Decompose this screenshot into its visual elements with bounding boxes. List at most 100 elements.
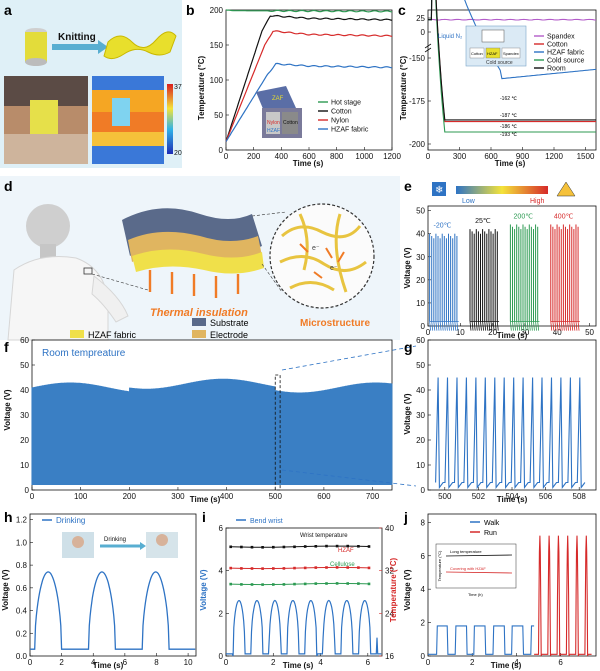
voltage-dip <box>560 321 563 331</box>
x-tick-label: 400 <box>275 152 289 161</box>
annotation-162: -162 ℃ <box>500 96 517 102</box>
voltage-dip <box>490 321 493 331</box>
y-tick-label: 0 <box>219 146 224 155</box>
yarn-spool-image <box>25 28 47 66</box>
voltage-trace <box>30 571 196 650</box>
voltage-dip <box>575 321 578 331</box>
voltage-dip <box>533 321 535 331</box>
voltage-dip <box>492 321 495 331</box>
voltage-dip <box>443 321 446 331</box>
y-tick-label: 40 <box>416 386 425 395</box>
temperature-marker <box>282 545 286 549</box>
inset-hzaf: HZAF <box>267 128 280 134</box>
y-tick-label: 50 <box>20 361 29 370</box>
label-hzaf: HZAF <box>338 548 354 554</box>
x-tick-label: 600 <box>302 152 316 161</box>
x-tick-label: 4 <box>91 658 96 667</box>
x-tick-label: 200 <box>247 152 261 161</box>
legend-hzaf-swatch <box>70 330 84 338</box>
voltage-dip <box>577 321 580 331</box>
temperature-marker <box>229 582 232 586</box>
legend-entry: Cotton <box>331 109 352 116</box>
panel-j-xlabel: Time (s) <box>491 661 522 670</box>
panel-a: a Knitting <box>0 0 182 168</box>
knitting-label: Knitting <box>58 32 96 43</box>
inset-cell-hzaf: HZAF <box>487 51 498 56</box>
x-tick-label: 4 <box>318 658 323 667</box>
voltage-dip <box>494 321 497 331</box>
x-tick-label: 300 <box>171 492 185 501</box>
y-tick-label: 0 <box>219 652 224 661</box>
temperature-marker <box>272 567 275 570</box>
series-line-hzaf-fabric <box>225 62 393 142</box>
panel-j-ylabel: Voltage (V) <box>403 569 412 611</box>
temperature-marker <box>282 583 286 586</box>
panel-b-inset: ZAF Nylon Cotton HZAF <box>256 86 302 138</box>
x-tick-label: 10 <box>456 328 465 337</box>
y-tick-label: 0.8 <box>16 561 28 570</box>
annotation-186: -186 ℃ <box>500 124 517 130</box>
temperature-marker <box>240 583 243 586</box>
voltage-dip <box>484 321 487 331</box>
fabric-layer-illustration <box>122 208 264 298</box>
y-tick-label: 6 <box>421 552 426 561</box>
y-tick-label: 2 <box>219 609 224 618</box>
x-tick-label: 1500 <box>577 152 595 161</box>
temperature-marker <box>367 545 371 548</box>
x-tick-label: 0 <box>426 658 431 667</box>
panel-h-xlabel: Time (s) <box>93 661 124 670</box>
x-tick-label: 6 <box>558 658 563 667</box>
x-tick-label: 50 <box>585 328 594 337</box>
voltage-dip <box>514 321 516 331</box>
y-tick-label: 40 <box>416 230 425 239</box>
panel-c-ylabel: Temperature (°C) <box>399 55 408 120</box>
voltage-dip <box>473 321 476 331</box>
voltage-dip <box>537 321 540 331</box>
panel-h-ylabel: Voltage (V) <box>1 569 10 611</box>
y-tick-label: -150 <box>409 54 426 63</box>
run-trace <box>534 535 592 657</box>
panel-i-ylabel-right: Temperature (°C) <box>389 557 398 622</box>
temperature-marker <box>293 582 296 586</box>
voltage-dip <box>454 321 457 331</box>
voltage-dip <box>456 321 459 331</box>
panel-j-label: j <box>403 509 408 525</box>
label-cellulose: Cellulose <box>330 562 355 568</box>
x-tick-label: 40 <box>553 328 562 337</box>
series-line-hot-stage <box>225 9 393 13</box>
voltage-dip <box>518 321 521 331</box>
temperature-marker <box>250 545 254 549</box>
y-tick-label: 25 <box>416 14 425 23</box>
voltage-trace <box>31 378 393 485</box>
y-tick-label: 1.0 <box>16 538 28 547</box>
label-wrist-temperature: Wrist temperature <box>300 533 348 539</box>
x-tick-label: 600 <box>484 152 498 161</box>
legend-electrode: Electrode <box>210 330 248 340</box>
panel-b-ylabel: Temperature (°C) <box>197 55 206 120</box>
panel-f: f 0 100 200 300 400 500 600 700 0 10 20 30 40 50 60 Ro… <box>3 336 417 504</box>
y-tick-label: 20 <box>416 436 425 445</box>
panel-i-xlabel: Time (s) <box>283 661 314 670</box>
temperature-marker <box>303 582 307 586</box>
chart-b: 0 200 400 600 800 1000 1200 0 50 100 150 200 <box>210 6 402 161</box>
y-tick-label: 60 <box>416 336 425 345</box>
panel-g-ylabel: Voltage (V) <box>403 393 412 435</box>
temperature-marker <box>357 582 360 585</box>
temperature-marker <box>357 545 360 548</box>
panel-f-title: Room tempreature <box>42 348 126 359</box>
y-tick-label: 30 <box>416 411 425 420</box>
thermal-image <box>92 76 164 164</box>
temperature-marker <box>282 567 286 570</box>
panel-f-ylabel: Voltage (V) <box>3 389 12 431</box>
temperature-marker <box>250 567 254 570</box>
temperature-marker <box>367 566 371 570</box>
panel-i-legend: Bend wrist <box>250 518 283 525</box>
y-tick-label: 10 <box>416 299 425 308</box>
panel-c-inset: Liquid N₂ Cotton HZAF Spandex Cold sourc… <box>438 25 527 67</box>
electron-label-2: e⁻ <box>330 265 338 272</box>
y-tick-label: 0 <box>421 486 426 495</box>
inset-cell-spandex: Spandex <box>503 51 519 56</box>
voltage-trace <box>226 599 382 657</box>
